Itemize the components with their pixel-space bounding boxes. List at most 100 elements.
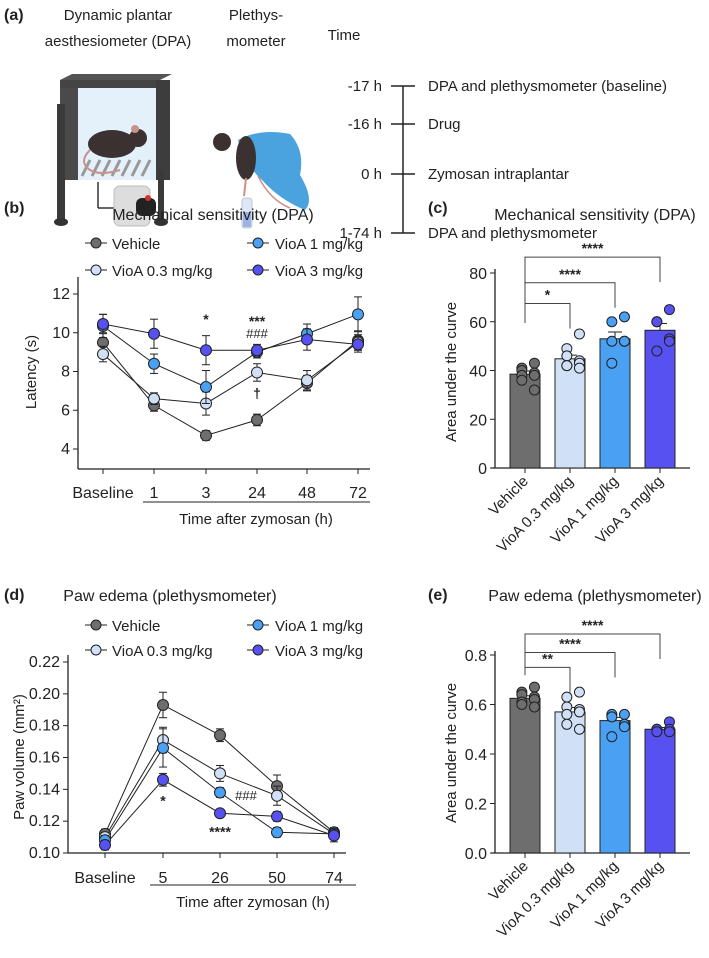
y-tick-label: 0.10 (29, 845, 60, 862)
series-line-Vehicle (102, 340, 359, 436)
timeline-event: Drug (428, 116, 461, 133)
legend-item: VioA 1 mg/kg (247, 236, 363, 253)
data-point (200, 344, 212, 357)
legend-label: VioA 0.3 mg/kg (112, 643, 213, 660)
legend-item: Vehicle (85, 236, 160, 253)
x-tick-label: 24 (248, 485, 266, 502)
y-tick-label: 0.16 (29, 750, 60, 767)
x-tick-label: 74 (325, 870, 343, 887)
significance-bracket (524, 256, 661, 323)
individual-point (606, 711, 618, 723)
data-point (200, 429, 212, 442)
significance-label: ** (542, 650, 553, 666)
panel-e-label: (e) (428, 587, 448, 604)
data-point (328, 829, 340, 842)
data-point (271, 826, 283, 839)
bar (554, 358, 586, 469)
panel-a: (a) Dynamic plantar aesthesiometer (DPA)… (4, 7, 667, 242)
individual-point (528, 384, 540, 396)
pleth-title-line1: Plethys- (229, 7, 283, 24)
x-tick-label: 1 (150, 485, 159, 502)
individual-point (573, 686, 585, 698)
bar (554, 711, 586, 854)
individual-point (561, 708, 573, 720)
panel-b-xlabel: Time after zymosan (h) (179, 511, 333, 528)
individual-point (528, 369, 540, 381)
data-point (251, 366, 263, 379)
data-point (99, 839, 111, 852)
individual-point (618, 708, 630, 720)
panel-a-label: (a) (4, 7, 24, 24)
significance-bracket (524, 633, 661, 676)
legend-marker (252, 237, 264, 249)
significance-annotation: * (160, 792, 166, 808)
legend-label: VioA 0.3 mg/kg (112, 263, 213, 280)
y-tick-label: 0.6 (465, 698, 487, 715)
y-tick-label: 4 (61, 441, 70, 458)
bar (599, 720, 631, 854)
significance-label: **** (582, 240, 604, 256)
x-tick-label: Baseline (74, 870, 135, 887)
significance-annotation: † (253, 385, 261, 401)
individual-point (618, 721, 630, 733)
significance-annotation: **** (209, 824, 231, 840)
legend-label: VioA 1 mg/kg (275, 618, 363, 635)
significance-annotation: ### (246, 326, 268, 341)
y-tick-label: 0.20 (29, 686, 60, 703)
x-tick-label: 50 (268, 870, 286, 887)
legend-item: Vehicle (85, 618, 160, 635)
y-tick-label: 6 (61, 402, 70, 419)
individual-point (651, 345, 663, 357)
y-tick-label: 80 (469, 266, 487, 283)
legend-marker (252, 619, 264, 631)
legend-item: VioA 3 mg/kg (247, 643, 363, 660)
legend-label: VioA 1 mg/kg (275, 236, 363, 253)
panel-d-label: (d) (4, 587, 24, 604)
significance-label: **** (559, 266, 581, 282)
individual-point (606, 316, 618, 328)
y-tick-label: 0.8 (465, 648, 487, 665)
individual-point (528, 357, 540, 369)
series-line-VioA 1 mg/kg (102, 313, 359, 388)
bar (599, 338, 631, 469)
x-tick-label: 72 (349, 485, 367, 502)
panel-c-label: (c) (428, 200, 448, 217)
pleth-title-line2: mometer (226, 33, 285, 50)
individual-point (573, 362, 585, 374)
individual-point (528, 701, 540, 713)
y-tick-label: 0.4 (465, 747, 487, 764)
individual-point (618, 335, 630, 347)
data-point (214, 786, 226, 799)
panel-d-xlabel: Time after zymosan (h) (176, 894, 330, 911)
series-line-VioA 3 mg/kg (102, 323, 359, 351)
y-tick-label: 0.18 (29, 718, 60, 735)
y-tick-label: 0.0 (465, 846, 487, 863)
timeline-event: Zymosan intraplantar (428, 166, 569, 183)
data-point (97, 348, 109, 361)
y-tick-label: 20 (469, 412, 487, 429)
significance-annotation: *** (249, 313, 266, 329)
x-tick-label: 26 (211, 870, 229, 887)
significance-label: **** (582, 617, 604, 633)
timeline-title: Time (328, 27, 361, 44)
y-tick-label: 0.22 (29, 654, 60, 671)
legend-item: VioA 3 mg/kg (247, 263, 363, 280)
significance-annotation: ### (235, 788, 257, 803)
panel-d-title: Paw edema (plethysmometer) (63, 588, 276, 605)
data-point (251, 344, 263, 357)
legend-item: VioA 1 mg/kg (247, 618, 363, 635)
x-tick-label: 5 (159, 870, 168, 887)
dpa-apparatus-illustration (54, 74, 172, 227)
individual-point (516, 374, 528, 386)
individual-point (561, 360, 573, 372)
data-point (301, 333, 313, 346)
individual-point (663, 304, 675, 316)
timeline-item: 0 h Zymosan intraplantar (361, 166, 569, 183)
timeline-item: -16 h Drug (348, 116, 461, 133)
legend-label: VioA 3 mg/kg (275, 263, 363, 280)
y-tick-label: 0.12 (29, 813, 60, 830)
data-point (352, 338, 364, 351)
significance-label: **** (559, 636, 581, 652)
panel-b-title: Mechanical sensitivity (DPA) (112, 207, 314, 224)
timeline-item: -17 h DPA and plethysmometer (baseline) (348, 78, 667, 95)
